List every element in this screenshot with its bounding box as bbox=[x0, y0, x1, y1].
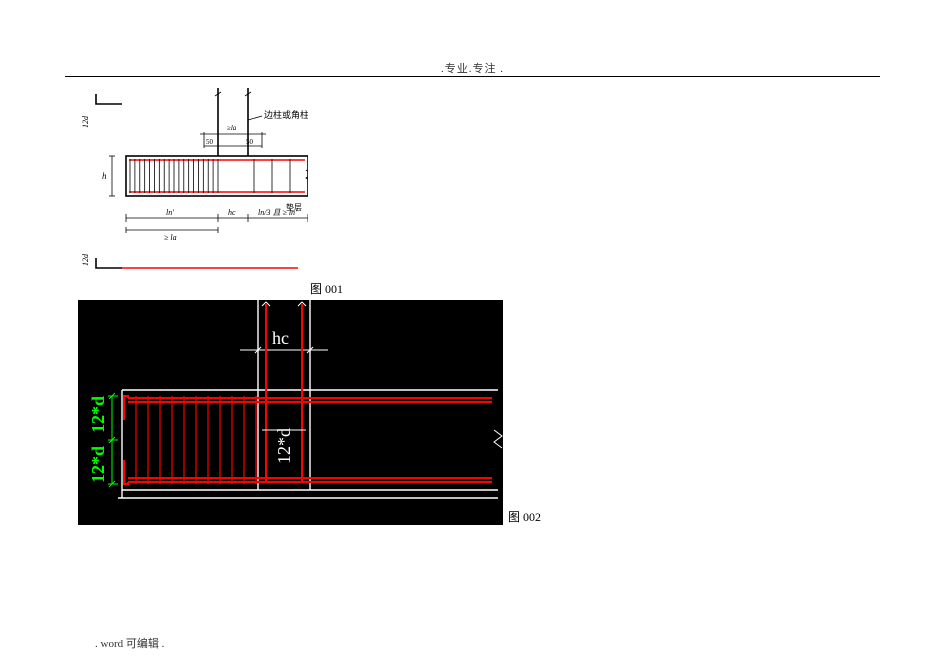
svg-text:ln': ln' bbox=[166, 208, 174, 217]
svg-text:50: 50 bbox=[246, 138, 254, 146]
figure-002: hc 12*d 12*d 12*d bbox=[78, 300, 503, 525]
svg-text:边柱或角柱: 边柱或角柱 bbox=[264, 109, 308, 120]
svg-text:12*d: 12*d bbox=[274, 428, 294, 464]
figure-002-caption: 图 002 bbox=[508, 508, 541, 525]
svg-text:h: h bbox=[102, 171, 107, 181]
svg-text:12d: 12d bbox=[81, 253, 90, 266]
svg-text:hc: hc bbox=[228, 208, 236, 217]
figure-001: 12d边柱或角柱≥la5050h垫层ln'hcln/3 且 ≥ ln'≥ la1… bbox=[78, 88, 308, 288]
svg-text:12*d: 12*d bbox=[88, 396, 108, 433]
header-rule bbox=[65, 76, 880, 77]
svg-text:ln/3 且 ≥ ln': ln/3 且 ≥ ln' bbox=[258, 208, 297, 217]
svg-text:hc: hc bbox=[272, 328, 289, 348]
svg-text:12*d: 12*d bbox=[88, 446, 108, 483]
svg-text:12d: 12d bbox=[81, 115, 90, 128]
svg-text:50: 50 bbox=[206, 138, 214, 146]
page-footer: . word 可编辑 . bbox=[95, 635, 164, 651]
figure-001-caption: 图 001 bbox=[310, 280, 343, 297]
page-header: .专业.专注 . bbox=[0, 60, 945, 76]
svg-text:≥la: ≥la bbox=[227, 124, 237, 132]
svg-text:≥ la: ≥ la bbox=[164, 233, 177, 242]
